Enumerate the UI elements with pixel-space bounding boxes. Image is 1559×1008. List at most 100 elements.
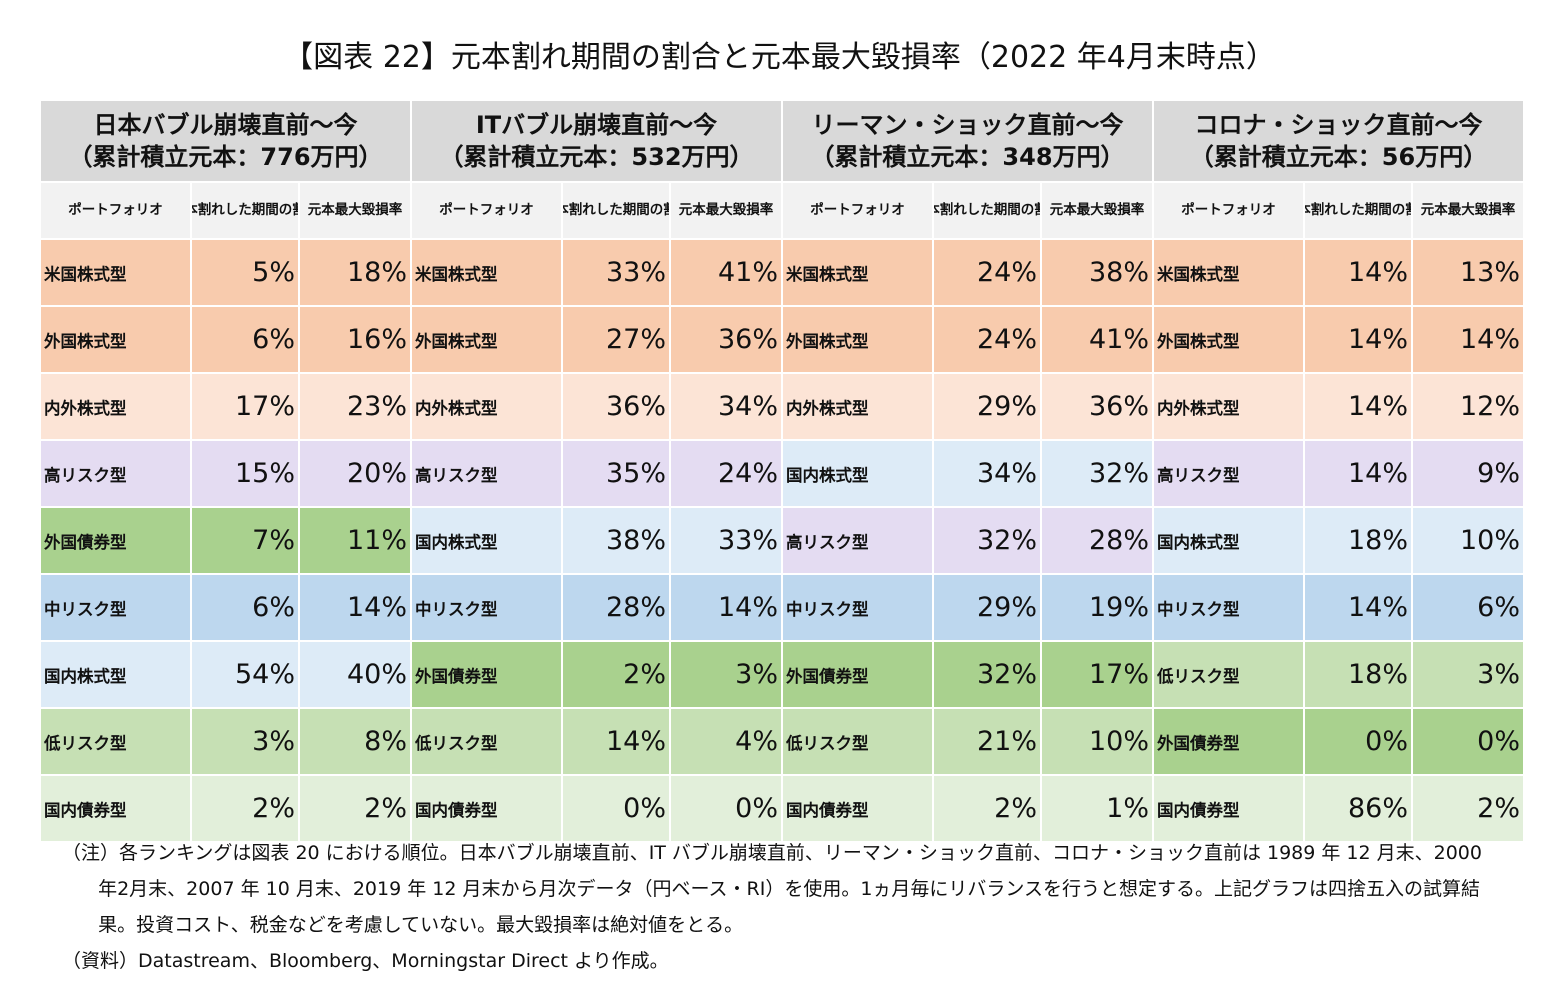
loss-period-cell: 14% [1305, 374, 1411, 439]
loss-period-cell: 2% [563, 642, 669, 707]
panel-subtitle: （累計積立元本：56万円） [1189, 143, 1488, 171]
loss-period-cell: 17% [192, 374, 298, 439]
column-header-portfolio: ポートフォリオ [783, 183, 932, 238]
loss-period-cell: 54% [192, 642, 298, 707]
loss-period-cell: 15% [192, 441, 298, 506]
loss-period-cell: 33% [563, 240, 669, 305]
column-header-portfolio: ポートフォリオ [41, 183, 190, 238]
portfolio-name-cell: 内外株式型 [412, 374, 561, 439]
portfolio-name-cell: 国内株式型 [412, 508, 561, 573]
portfolio-name-cell: 国内債券型 [1154, 776, 1303, 841]
loss-period-cell: 32% [934, 508, 1040, 573]
max-drawdown-cell: 41% [671, 240, 781, 305]
portfolio-name-cell: 外国債券型 [412, 642, 561, 707]
portfolio-name-cell: 中リスク型 [41, 575, 190, 640]
column-header-max-drawdown: 元本最大毀損率 [1042, 183, 1152, 238]
max-drawdown-cell: 23% [300, 374, 410, 439]
portfolio-name-cell: 高リスク型 [41, 441, 190, 506]
max-drawdown-cell: 14% [1413, 307, 1523, 372]
max-drawdown-cell: 28% [1042, 508, 1152, 573]
loss-period-cell: 0% [563, 776, 669, 841]
panel-subtitle: （累計積立元本：776万円） [68, 143, 383, 171]
portfolio-name-cell: 中リスク型 [783, 575, 932, 640]
max-drawdown-cell: 1% [1042, 776, 1152, 841]
panel-header: リーマン・ショック直前～今 （累計積立元本：348万円） [783, 101, 1152, 181]
portfolio-name-cell: 中リスク型 [1154, 575, 1303, 640]
portfolio-name-cell: 外国債券型 [783, 642, 932, 707]
max-drawdown-cell: 13% [1413, 240, 1523, 305]
portfolio-name-cell: 国内債券型 [412, 776, 561, 841]
panel-title: リーマン・ショック直前～今 [811, 111, 1124, 139]
max-drawdown-cell: 36% [671, 307, 781, 372]
max-drawdown-cell: 19% [1042, 575, 1152, 640]
source-text: （資料）Datastream、Bloomberg、Morningstar Dir… [62, 950, 669, 972]
loss-period-cell: 32% [934, 642, 1040, 707]
max-drawdown-cell: 38% [1042, 240, 1152, 305]
max-drawdown-cell: 2% [300, 776, 410, 841]
max-drawdown-cell: 20% [300, 441, 410, 506]
loss-period-cell: 36% [563, 374, 669, 439]
portfolio-name-cell: 外国債券型 [41, 508, 190, 573]
portfolio-name-cell: 国内株式型 [1154, 508, 1303, 573]
portfolio-name-cell: 外国株式型 [41, 307, 190, 372]
portfolio-name-cell: 国内株式型 [41, 642, 190, 707]
notes: （注）各ランキングは図表 20 における順位。日本バブル崩壊直前、IT バブル崩… [62, 835, 1502, 979]
max-drawdown-cell: 24% [671, 441, 781, 506]
portfolio-name-cell: 中リスク型 [412, 575, 561, 640]
portfolio-name-cell: 内外株式型 [783, 374, 932, 439]
panel-header: コロナ・ショック直前～今 （累計積立元本：56万円） [1154, 101, 1523, 181]
max-drawdown-cell: 14% [671, 575, 781, 640]
portfolio-name-cell: 国内株式型 [783, 441, 932, 506]
portfolio-name-cell: 内外株式型 [1154, 374, 1303, 439]
portfolio-name-cell: 低リスク型 [783, 709, 932, 774]
loss-period-cell: 0% [1305, 709, 1411, 774]
max-drawdown-cell: 18% [300, 240, 410, 305]
max-drawdown-cell: 3% [671, 642, 781, 707]
portfolio-name-cell: 低リスク型 [1154, 642, 1303, 707]
loss-period-cell: 7% [192, 508, 298, 573]
column-header-max-drawdown: 元本最大毀損率 [1413, 183, 1523, 238]
loss-period-cell: 14% [563, 709, 669, 774]
max-drawdown-cell: 4% [671, 709, 781, 774]
portfolio-name-cell: 外国債券型 [1154, 709, 1303, 774]
max-drawdown-cell: 8% [300, 709, 410, 774]
panel-subtitle: （累計積立元本：532万円） [439, 143, 754, 171]
max-drawdown-cell: 36% [1042, 374, 1152, 439]
data-table: 日本バブル崩壊直前～今 （累計積立元本：776万円） ITバブル崩壊直前～今 （累計積… [41, 101, 1523, 841]
portfolio-name-cell: 米国株式型 [1154, 240, 1303, 305]
max-drawdown-cell: 40% [300, 642, 410, 707]
loss-period-cell: 6% [192, 575, 298, 640]
portfolio-name-cell: 外国株式型 [412, 307, 561, 372]
loss-period-cell: 27% [563, 307, 669, 372]
loss-period-cell: 14% [1305, 307, 1411, 372]
portfolio-name-cell: 米国株式型 [783, 240, 932, 305]
column-header-loss-period: 元本割れした期間の割合 [934, 183, 1040, 238]
max-drawdown-cell: 41% [1042, 307, 1152, 372]
note-text: （注）各ランキングは図表 20 における順位。日本バブル崩壊直前、IT バブル崩… [62, 842, 1482, 936]
loss-period-cell: 2% [192, 776, 298, 841]
panel-subtitle: （累計積立元本：348万円） [810, 143, 1125, 171]
chart-title: 【図表 22】元本割れ期間の割合と元本最大毀損率（2022 年4月末時点） [283, 40, 1276, 75]
max-drawdown-cell: 34% [671, 374, 781, 439]
panel-title: 日本バブル崩壊直前～今 [93, 111, 358, 139]
loss-period-cell: 34% [934, 441, 1040, 506]
loss-period-cell: 18% [1305, 508, 1411, 573]
loss-period-cell: 29% [934, 575, 1040, 640]
loss-period-cell: 24% [934, 240, 1040, 305]
max-drawdown-cell: 16% [300, 307, 410, 372]
max-drawdown-cell: 17% [1042, 642, 1152, 707]
column-header-max-drawdown: 元本最大毀損率 [300, 183, 410, 238]
column-header-loss-period: 元本割れした期間の割合 [563, 183, 669, 238]
loss-period-cell: 2% [934, 776, 1040, 841]
loss-period-cell: 14% [1305, 575, 1411, 640]
loss-period-cell: 28% [563, 575, 669, 640]
column-header-portfolio: ポートフォリオ [412, 183, 561, 238]
loss-period-cell: 38% [563, 508, 669, 573]
loss-period-cell: 35% [563, 441, 669, 506]
portfolio-name-cell: 米国株式型 [412, 240, 561, 305]
loss-period-cell: 86% [1305, 776, 1411, 841]
loss-period-cell: 29% [934, 374, 1040, 439]
loss-period-cell: 14% [1305, 240, 1411, 305]
panel-header: ITバブル崩壊直前～今 （累計積立元本：532万円） [412, 101, 781, 181]
loss-period-cell: 6% [192, 307, 298, 372]
